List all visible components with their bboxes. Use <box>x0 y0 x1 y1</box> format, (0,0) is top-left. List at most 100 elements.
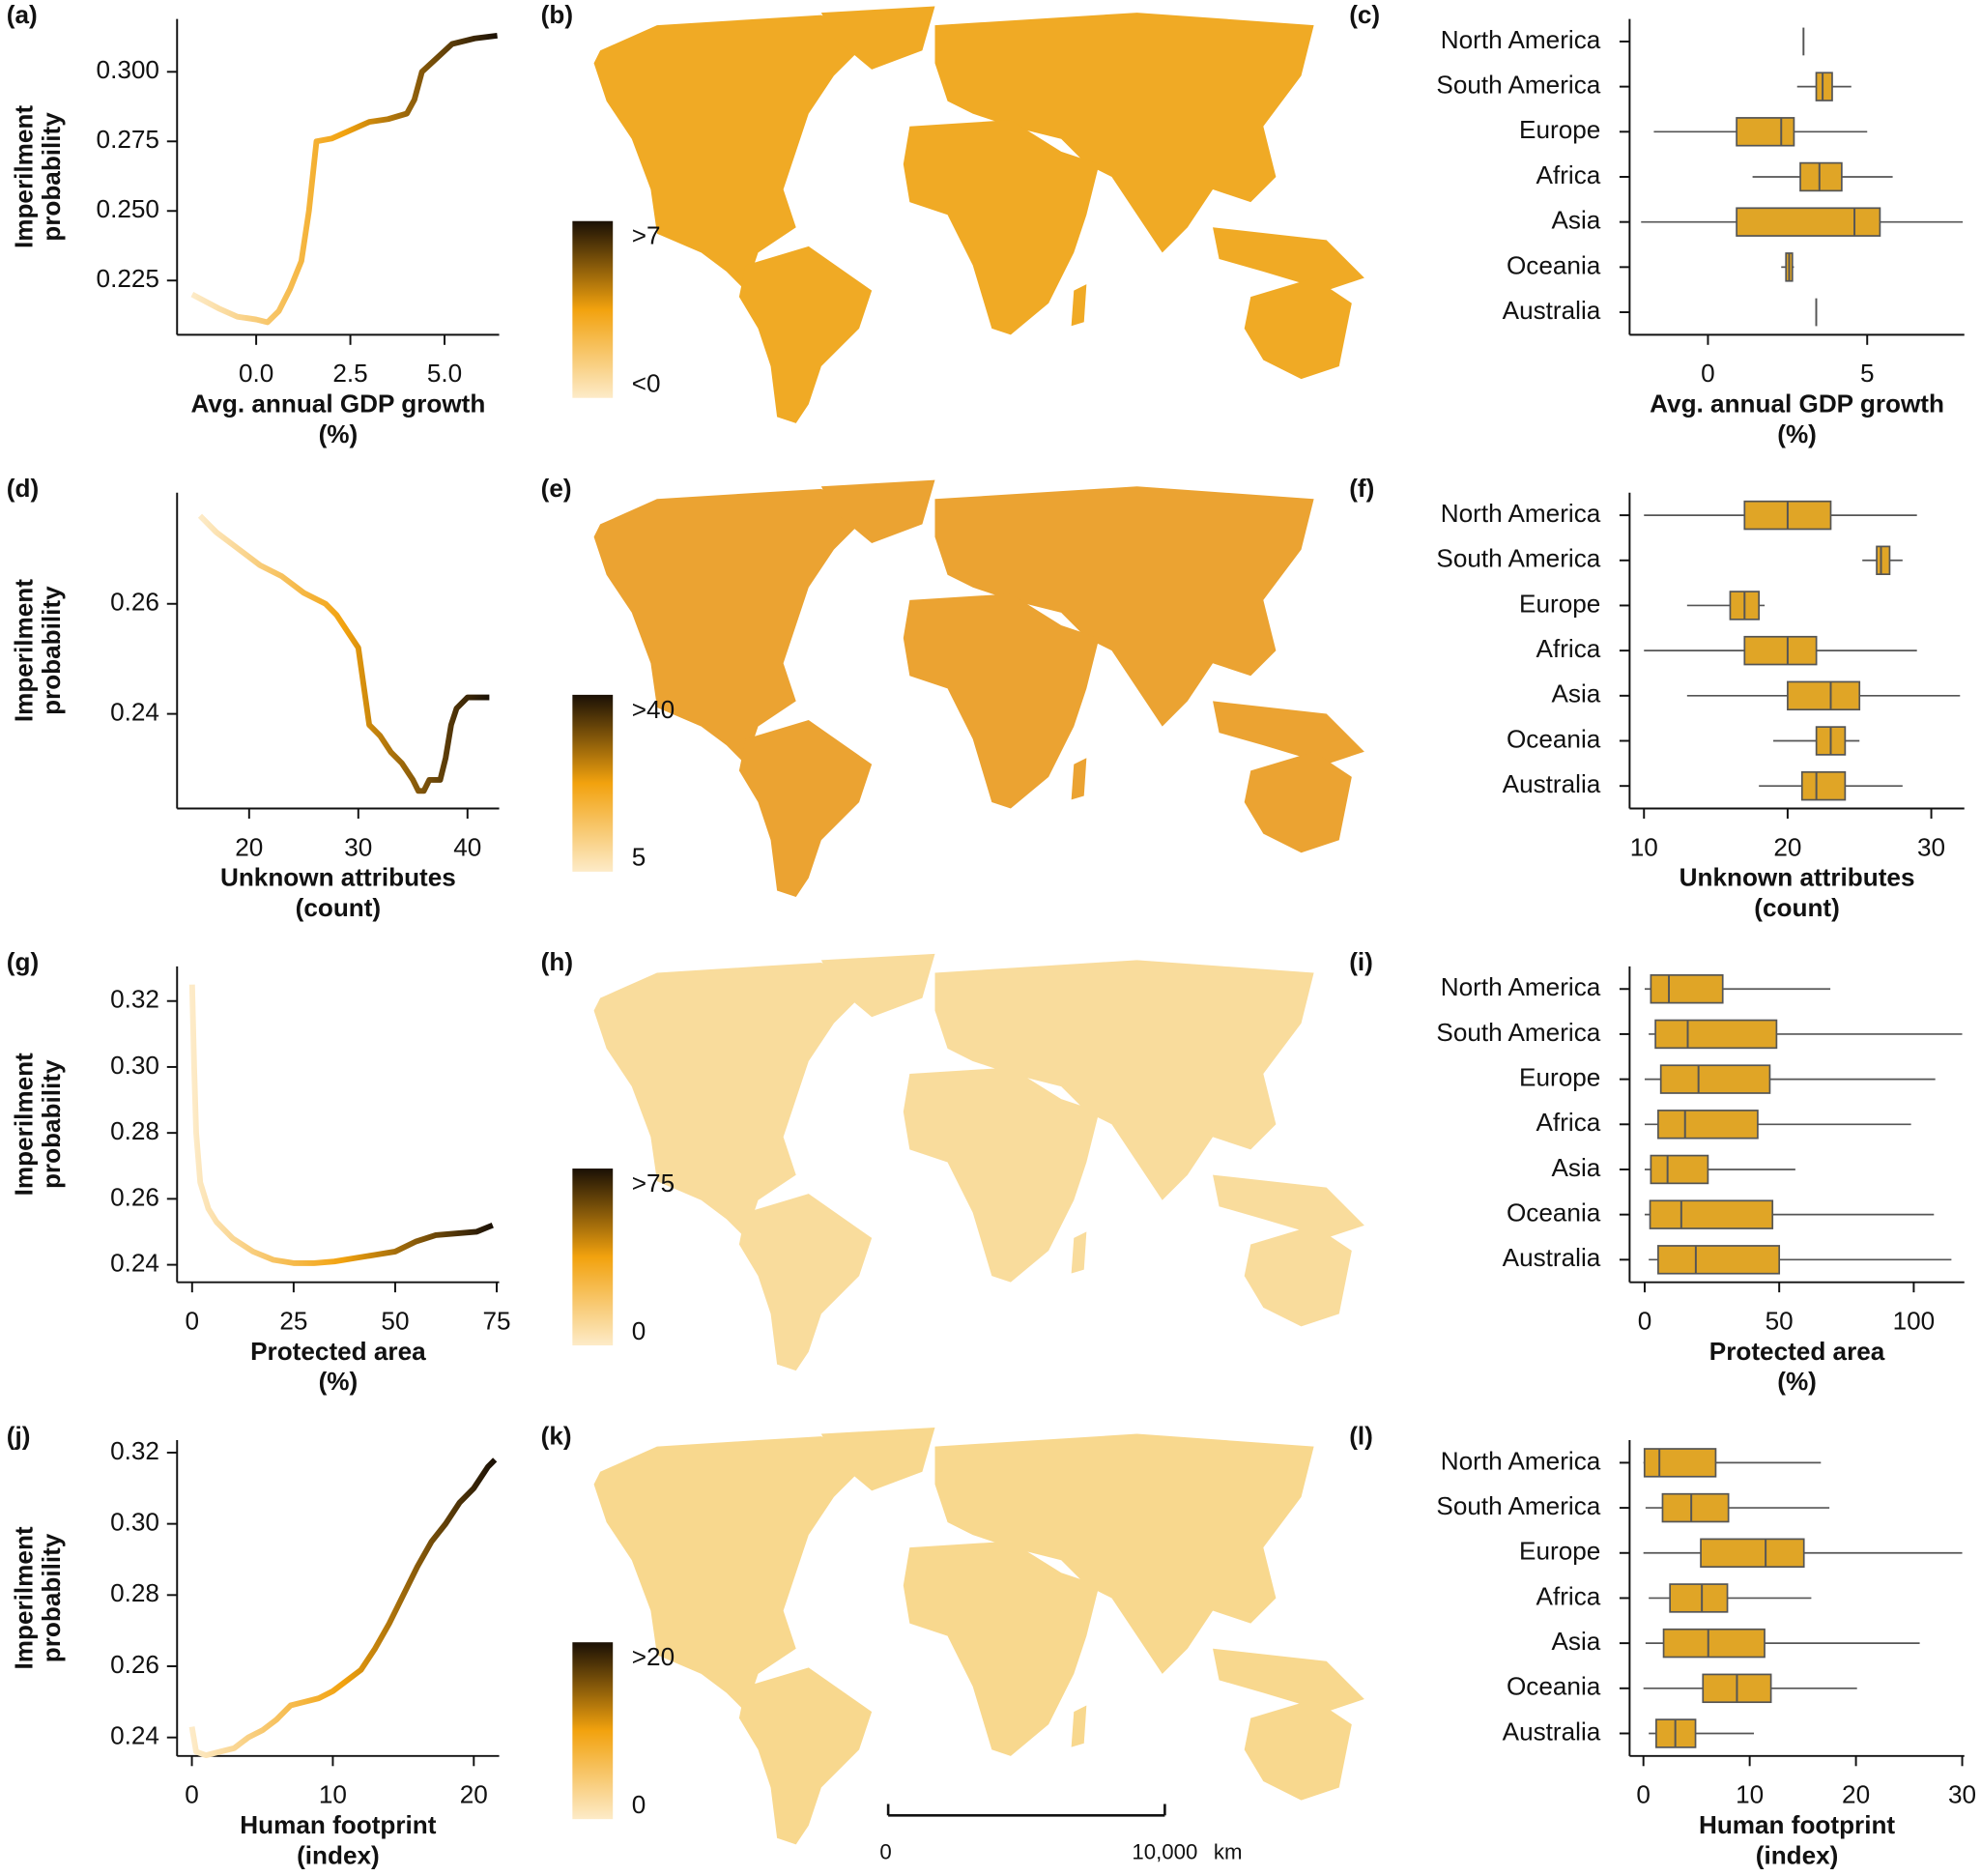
colorbar-label: 0 <box>632 1316 646 1345</box>
y-tick-label: 0.225 <box>97 264 159 293</box>
box <box>1659 1064 1771 1094</box>
box <box>1650 1154 1709 1185</box>
world-map <box>594 480 1364 897</box>
category-label: Europe <box>1519 115 1600 144</box>
colorbar-label: >20 <box>632 1642 675 1671</box>
box <box>1800 770 1847 801</box>
x-axis-label: (count) <box>1754 893 1840 922</box>
box <box>1654 1019 1778 1050</box>
x-tick-label: 30 <box>1948 1780 1976 1809</box>
box <box>1657 1110 1759 1140</box>
x-tick-label: 100 <box>1893 1306 1936 1335</box>
curve <box>188 1458 498 1759</box>
x-tick-label: 10 <box>319 1780 347 1809</box>
x-axis-label: (%) <box>1777 419 1817 448</box>
category-label: Australia <box>1503 769 1601 798</box>
panel-label: (d) <box>7 474 39 503</box>
x-axis-label: Human footprint <box>240 1810 436 1839</box>
world-map <box>594 954 1364 1371</box>
box <box>1736 207 1881 237</box>
y-axis-label: Imperilment <box>9 105 38 248</box>
x-axis-label: (count) <box>296 893 382 922</box>
category-label: Australia <box>1503 1717 1601 1746</box>
category-label: South America <box>1436 1491 1600 1520</box>
panel-label: (k) <box>541 1421 572 1450</box>
x-tick-label: 5 <box>1860 359 1875 388</box>
x-tick-label: 30 <box>1917 832 1945 861</box>
colorbar <box>572 1169 614 1346</box>
colorbar-label: 5 <box>632 843 646 872</box>
y-axis-label: probability <box>37 1059 66 1189</box>
y-tick-label: 0.300 <box>97 55 159 84</box>
scale-end: 10,000 <box>1132 1839 1197 1863</box>
category-label: Asia <box>1551 206 1600 235</box>
panel-label: (c) <box>1349 0 1380 29</box>
scale-start: 0 <box>879 1839 891 1863</box>
y-tick-label: 0.24 <box>110 698 159 727</box>
colorbar <box>572 694 614 872</box>
y-axis-label: Imperilment <box>9 1053 38 1196</box>
colorbar-label: <0 <box>632 369 661 398</box>
panel-label: (a) <box>7 0 38 29</box>
y-axis-label: probability <box>37 1533 66 1662</box>
box <box>1669 1583 1729 1613</box>
box <box>1649 1199 1774 1229</box>
y-tick-label: 0.275 <box>97 125 159 154</box>
category-label: Africa <box>1536 634 1601 663</box>
x-tick-label: 10 <box>1736 1780 1764 1809</box>
y-tick-label: 0.26 <box>110 1182 159 1211</box>
x-tick-label: 2.5 <box>332 359 367 388</box>
x-tick-label: 40 <box>453 832 481 861</box>
y-tick-label: 0.28 <box>110 1116 159 1145</box>
category-label: Oceania <box>1507 250 1601 279</box>
y-tick-label: 0.24 <box>110 1721 159 1750</box>
x-axis-label: Protected area <box>250 1337 426 1366</box>
y-tick-label: 0.30 <box>110 1508 159 1537</box>
y-tick-label: 0.30 <box>110 1051 159 1080</box>
colorbar-label: >7 <box>632 221 661 250</box>
x-tick-label: 0 <box>1638 1306 1652 1335</box>
category-label: South America <box>1436 71 1600 100</box>
category-label: South America <box>1436 544 1600 573</box>
y-tick-label: 0.32 <box>110 985 159 1014</box>
category-label: Europe <box>1519 1537 1600 1566</box>
curve <box>188 984 494 1266</box>
category-label: Europe <box>1519 1063 1600 1092</box>
box <box>1650 974 1724 1004</box>
x-axis-label: (%) <box>319 1367 359 1396</box>
panel-label: (i) <box>1349 947 1373 976</box>
curve <box>197 513 490 794</box>
category-label: Africa <box>1536 1108 1601 1137</box>
category-label: Africa <box>1536 1581 1601 1610</box>
world-map <box>594 1428 1364 1844</box>
box <box>1700 1538 1805 1568</box>
x-axis-label: Avg. annual GDP growth <box>190 389 485 418</box>
box <box>1736 117 1795 147</box>
x-axis-label: Avg. annual GDP growth <box>1650 389 1944 418</box>
colorbar-label: >40 <box>632 695 675 724</box>
panel-label: (l) <box>1349 1421 1373 1450</box>
curve <box>190 32 498 326</box>
x-tick-label: 30 <box>344 832 372 861</box>
y-tick-label: 0.250 <box>97 194 159 223</box>
y-tick-label: 0.26 <box>110 1650 159 1679</box>
x-tick-label: 20 <box>1842 1780 1870 1809</box>
x-tick-label: 0.0 <box>239 359 273 388</box>
colorbar-label: >75 <box>632 1169 675 1198</box>
panel-label: (h) <box>541 947 573 976</box>
x-tick-label: 25 <box>279 1306 307 1335</box>
box <box>1662 1628 1766 1659</box>
x-axis-label: Unknown attributes <box>1680 863 1915 892</box>
x-tick-label: 10 <box>1630 832 1658 861</box>
box <box>1643 1448 1717 1478</box>
x-tick-label: 0 <box>1636 1780 1651 1809</box>
category-label: Africa <box>1536 160 1601 189</box>
box <box>1661 1492 1730 1523</box>
x-tick-label: 50 <box>381 1306 409 1335</box>
panel-label: (e) <box>541 474 572 503</box>
x-tick-label: 20 <box>1773 832 1801 861</box>
category-label: Asia <box>1551 679 1600 708</box>
panel-label: (f) <box>1349 474 1374 503</box>
y-tick-label: 0.28 <box>110 1578 159 1607</box>
